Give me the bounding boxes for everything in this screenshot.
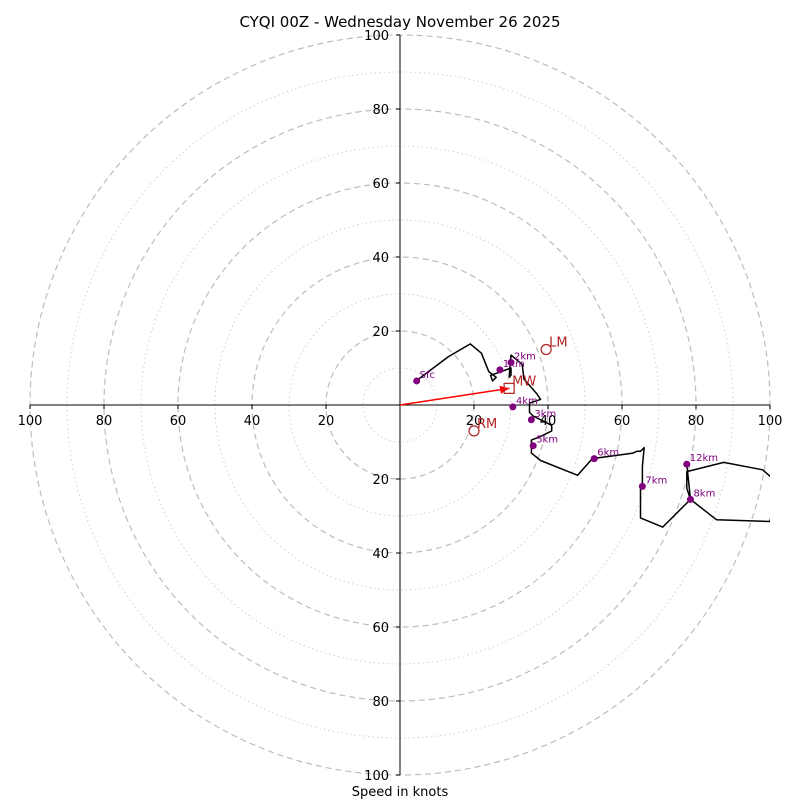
x-axis-label: Speed in knots	[352, 785, 449, 800]
height-marker-label: 3km	[534, 409, 556, 420]
mean-wind-vector-line	[399, 387, 510, 406]
height-marker-label: Sfc	[420, 370, 435, 381]
x-tick-label: 40	[244, 414, 261, 429]
storm-motion-label: RM	[477, 417, 497, 432]
height-marker-label: 8km	[693, 488, 715, 499]
height-marker-label: 12km	[690, 453, 718, 464]
y-tick-label: 20	[372, 473, 389, 488]
height-marker-label: 2km	[514, 351, 536, 362]
height-marker-sfc: Sfc	[413, 370, 435, 385]
storm-motion-label: LM	[549, 336, 567, 351]
x-tick-label: 100	[18, 414, 43, 429]
height-marker-dot	[527, 416, 535, 424]
x-tick-label: 20	[466, 414, 483, 429]
x-tick-label: 20	[318, 414, 335, 429]
chart-title: CYQI 00Z - Wednesday November 26 2025	[239, 13, 560, 31]
x-tick-label: 80	[96, 414, 113, 429]
height-markers: Sfc1km2km3km4km5km6km7km8km12km	[413, 351, 718, 503]
storm-motion-rm: RM	[468, 417, 497, 437]
storm-motion-markers: LM MW RM	[468, 336, 568, 437]
height-marker-label: 6km	[597, 448, 619, 459]
height-marker-dot	[496, 366, 504, 374]
x-tick-label: 80	[688, 414, 705, 429]
height-marker-dot	[507, 358, 515, 366]
storm-motion-lm: LM	[540, 336, 568, 356]
height-marker-dot	[529, 442, 537, 450]
height-marker-dot	[638, 482, 646, 490]
storm-motion-mw: MW	[503, 374, 536, 394]
height-marker-label: 7km	[645, 475, 667, 486]
height-marker-12km: 12km	[683, 453, 718, 468]
y-tick-label: 60	[372, 621, 389, 636]
height-marker-7km: 7km	[638, 475, 667, 490]
storm-motion-symbol	[540, 343, 552, 356]
y-tick-label: 40	[372, 251, 389, 266]
height-marker-6km: 6km	[590, 448, 619, 463]
x-tick-label: 60	[170, 414, 187, 429]
storm-motion-label: MW	[512, 374, 536, 389]
height-marker-8km: 8km	[686, 488, 715, 503]
x-tick-label: 100	[758, 414, 783, 429]
height-marker-dot	[590, 455, 598, 463]
y-tick-label: 60	[372, 177, 389, 192]
y-tick-label: 40	[372, 547, 389, 562]
height-marker-4km: 4km	[509, 396, 538, 411]
height-marker-dot	[686, 495, 694, 503]
y-tick-label: 20	[372, 325, 389, 340]
storm-motion-symbol	[468, 425, 480, 437]
bunkers-vector	[399, 385, 510, 406]
height-marker-dot	[683, 460, 691, 468]
height-marker-label: 4km	[516, 396, 538, 407]
height-marker-dot	[413, 377, 421, 385]
storm-motion-symbol	[503, 382, 515, 394]
height-marker-label: 5km	[536, 435, 558, 446]
y-tick-label: 80	[372, 695, 389, 710]
height-marker-2km: 2km	[507, 351, 536, 366]
tick-labels: 100 80 60 40 20 20 40 60 80 100100806040202040608…	[18, 29, 783, 784]
height-marker-dot	[509, 403, 517, 411]
height-marker-3km: 3km	[527, 409, 556, 424]
x-tick-label: 60	[614, 414, 631, 429]
y-tick-label: 100	[364, 769, 389, 784]
y-tick-label: 80	[372, 103, 389, 118]
y-tick-label: 100	[364, 29, 389, 44]
height-marker-5km: 5km	[529, 435, 558, 450]
